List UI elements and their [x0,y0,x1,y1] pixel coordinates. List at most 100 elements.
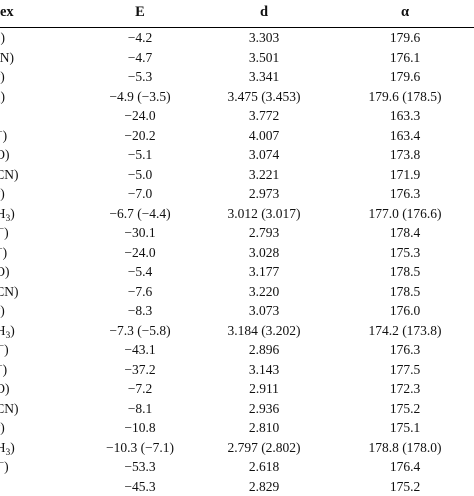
cell-distance: 3.012 (3.017) [199,204,329,224]
cell-angle: 178.4 [340,223,470,243]
cell-distance: 3.177 [199,262,329,282]
cell-distance: 3.341 [199,67,329,87]
cell-complex: I2O) [0,262,76,282]
cell-distance: 3.220 [199,282,329,302]
cell-energy: −7.0 [82,184,198,204]
table-row: NH3) −6.7 (−4.4)3.012 (3.017) 177.0 (176.6… [0,204,474,224]
cell-angle: 174.2 (173.8) [340,321,470,341]
cell-distance: 3.143 [199,360,329,380]
cell-distance: 3.184 (3.202) [199,321,329,341]
cell-angle: 176.3 [340,340,470,360]
cell-angle: 163.4 [340,126,470,146]
cell-angle: 176.3 [340,184,470,204]
cell-distance: 3.073 [199,301,329,321]
cell-complex: I3CN) [0,282,76,302]
header-distance: d [199,4,329,21]
cell-complex: Py) [0,301,76,321]
table-row: Cl−) −30.12.793 178.4 [0,223,474,243]
table-row: H3) −4.9 (−3.5)3.475 (3.453) 179.6 (178.5) [0,87,474,107]
cell-complex: H3) [0,87,76,107]
cell-distance: 2.797 (2.802) [199,438,329,458]
cell-complex: Cl−) [0,223,76,243]
cell-complex: I2O) [0,379,76,399]
header-complex: ex [0,4,90,21]
cell-complex: Py) [0,67,76,87]
cell-distance: 3.303 [199,28,329,48]
cell-energy: −4.9 (−3.5) [82,87,198,107]
cell-complex: Py) [0,184,76,204]
cell-energy: −5.4 [82,262,198,282]
cell-complex: I3CN) [0,165,76,185]
cell-distance: 2.793 [199,223,329,243]
cell-energy: −24.0 [82,243,198,263]
table-header: ex E d α [0,0,474,28]
cell-angle: 173.8 [340,145,470,165]
cell-energy: −5.0 [82,165,198,185]
cell-complex: −) [0,477,76,496]
table-row: I3CN) −7.63.220 178.5 [0,282,474,302]
cell-energy: −30.1 [82,223,198,243]
table-row: −) −45.32.829 175.2 [0,477,474,496]
cell-distance: 2.810 [199,418,329,438]
cell-angle: 177.5 [340,360,470,380]
cell-distance: 2.829 [199,477,329,496]
cell-angle: 172.3 [340,379,470,399]
cell-angle: 179.6 (178.5) [340,87,470,107]
cell-angle: 179.6 [340,67,470,87]
header-energy: E [82,4,198,21]
cell-complex: 3r−) [0,126,76,146]
cell-energy: −10.8 [82,418,198,438]
cell-angle: 175.2 [340,477,470,496]
table-row: NH3)−10.3 (−7.1)2.797 (2.802)178.8 (178.… [0,438,474,458]
cell-complex: I2O) [0,145,76,165]
cell-angle: 175.3 [340,243,470,263]
table-row: Py) −7.02.973 176.3 [0,184,474,204]
cell-energy: −8.3 [82,301,198,321]
cell-angle: 177.0 (176.6) [340,204,470,224]
cell-angle: 171.9 [340,165,470,185]
cell-energy: −8.1 [82,399,198,419]
cell-complex: I3CN) [0,399,76,419]
cell-energy: −24.0 [82,106,198,126]
cell-complex: NH3) [0,204,76,224]
cell-energy: −4.2 [82,28,198,48]
cell-complex: Py) [0,418,76,438]
cell-energy: −5.1 [82,145,198,165]
cell-complex: NH3) [0,321,76,341]
cell-energy: −6.7 (−4.4) [82,204,198,224]
cell-distance: 2.896 [199,340,329,360]
cell-energy: −7.6 [82,282,198,302]
cell-angle: 175.2 [340,399,470,419]
cell-energy: −43.1 [82,340,198,360]
cell-distance: 3.475 (3.453) [199,87,329,107]
cell-angle: 178.8 (178.0) [340,438,470,458]
table-row: Py) −8.33.073 176.0 [0,301,474,321]
table-row: NH3)−7.3 (−5.8)3.184 (3.202)174.2 (173.8… [0,321,474,341]
header-angle: α [340,4,470,21]
cell-energy: −45.3 [82,477,198,496]
cell-angle: 163.3 [340,106,470,126]
cell-distance: 3.028 [199,243,329,263]
cell-energy: −20.2 [82,126,198,146]
cell-distance: 2.973 [199,184,329,204]
cell-angle: 178.5 [340,282,470,302]
cell-distance: 3.772 [199,106,329,126]
cell-angle: 179.6 [340,28,470,48]
cell-angle: 176.1 [340,48,470,68]
cell-energy: −7.2 [82,379,198,399]
cell-angle: 176.0 [340,301,470,321]
